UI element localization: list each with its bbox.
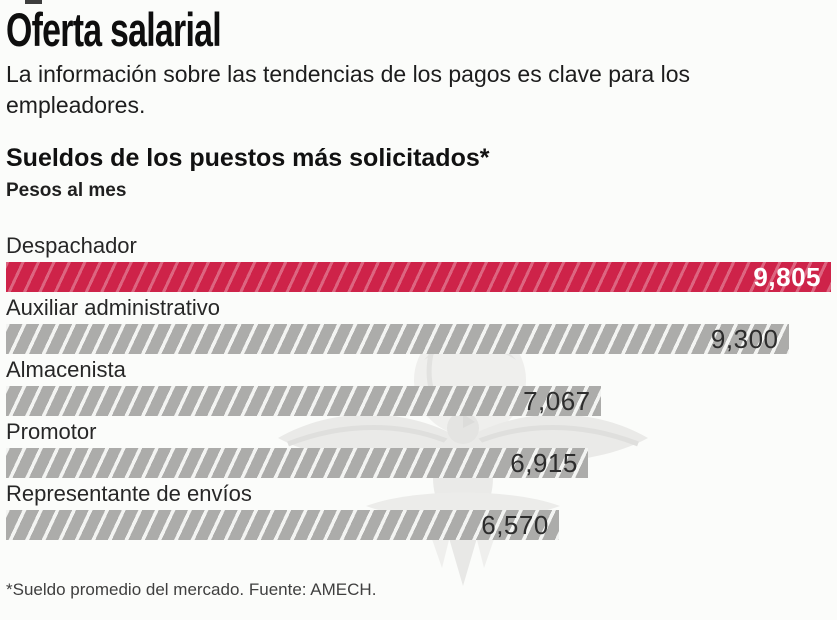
bar-value-label: 6,915 xyxy=(510,448,578,478)
bar-category-label: Auxiliar administrativo xyxy=(6,295,220,320)
bar-value-label: 9,805 xyxy=(753,262,821,292)
bar-row: Auxiliar administrativo 9,300 xyxy=(6,296,831,354)
chart-unit-label: Pesos al mes xyxy=(6,180,127,201)
bar-rows: Despachador 9,805 Auxiliar administrativo 9… xyxy=(6,234,831,540)
bar: 6,915 xyxy=(6,448,588,478)
bar-category-label: Despachador xyxy=(6,233,137,258)
chart-title: Sueldos de los puestos más solicitados* xyxy=(6,144,490,172)
page-subtitle: La información sobre las tendencias de l… xyxy=(6,61,691,118)
bar-value-label: 7,067 xyxy=(523,386,591,416)
bar-highlighted: 9,805 xyxy=(6,262,831,292)
bar-value-label: 6,570 xyxy=(481,510,549,540)
bar-value-label: 9,300 xyxy=(710,324,779,354)
bar-row: Representante de envíos 6,570 xyxy=(6,482,831,540)
bar-chart: Despachador 9,805 Auxiliar administrativo 9… xyxy=(6,234,831,586)
chart-footnote: *Sueldo promedio del mercado. Fuente: AM… xyxy=(6,580,377,599)
bar: 9,300 xyxy=(6,324,789,354)
stray-ink-mark xyxy=(25,0,42,4)
bar-category-label: Promotor xyxy=(6,419,97,444)
bar-row: Promotor 6,915 xyxy=(6,420,831,478)
bar: 6,570 xyxy=(6,510,559,540)
bar-row: Despachador 9,805 xyxy=(6,234,831,292)
bar-row: Almacenista 7,067 xyxy=(6,358,831,416)
page-title: Oferta salarial xyxy=(6,3,222,56)
bar: 7,067 xyxy=(6,386,601,416)
bar-category-label: Representante de envíos xyxy=(6,481,252,506)
bar-category-label: Almacenista xyxy=(6,357,126,382)
